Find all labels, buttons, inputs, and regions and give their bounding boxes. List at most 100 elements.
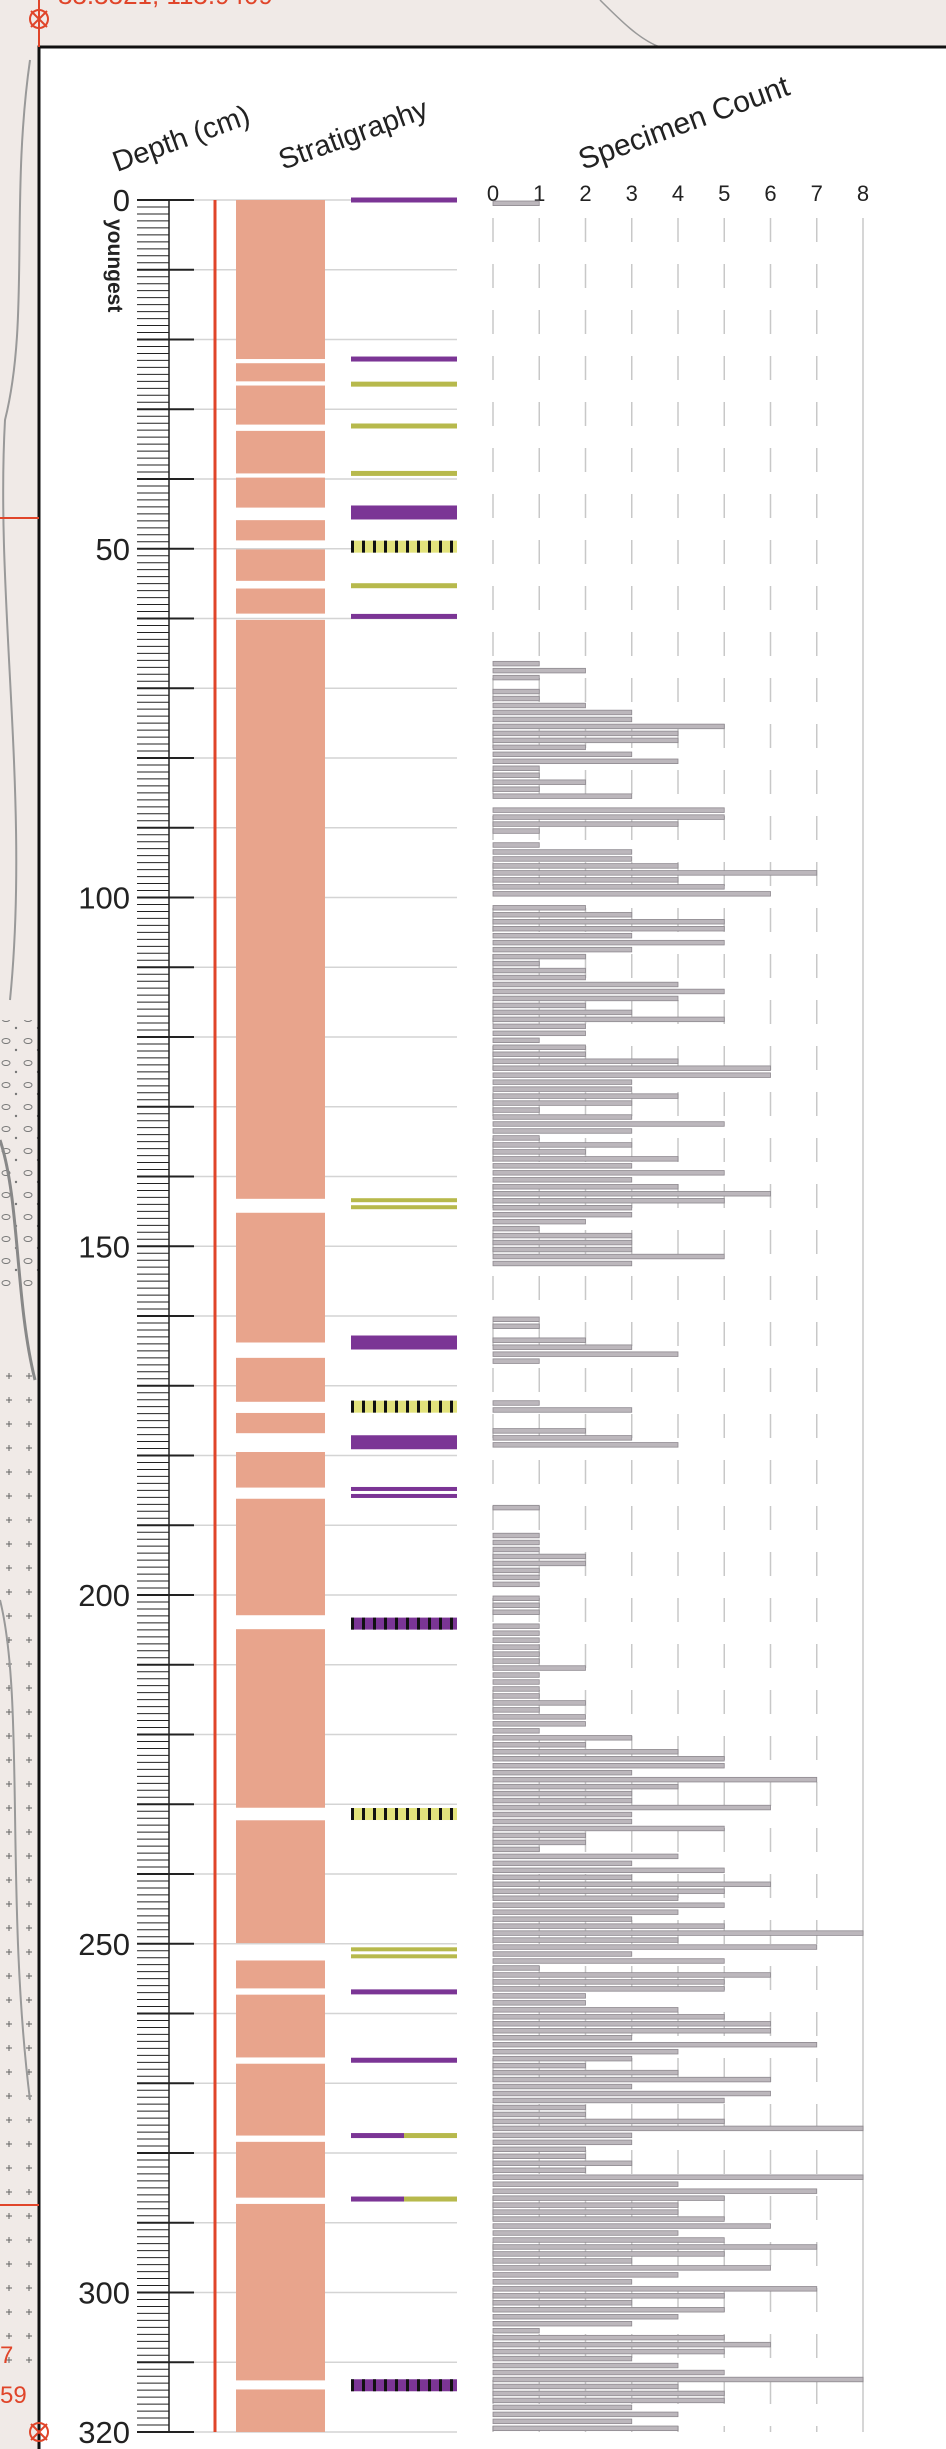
marker (351, 1435, 457, 1450)
stratum (236, 1412, 325, 1434)
count-bar (492, 2355, 633, 2362)
marker-part (351, 2196, 404, 2202)
count-bar (492, 1672, 540, 1678)
marker-part (351, 1486, 457, 1491)
count-bar (492, 2118, 725, 2125)
count-bar (492, 2048, 679, 2055)
count-bar (492, 2251, 725, 2257)
y-tick-label: 250 (78, 1927, 130, 1962)
count-bar (492, 2341, 771, 2348)
marker (351, 1335, 457, 1350)
count-bar (492, 1965, 540, 1971)
marker (351, 2133, 457, 2139)
count-bar (492, 884, 725, 890)
count-bar (492, 1874, 633, 1880)
count-bar (492, 1030, 586, 1037)
count-bar (492, 1051, 586, 1057)
count-bar (492, 919, 725, 925)
count-bar (492, 2000, 586, 2006)
count-bar (492, 1853, 679, 1860)
count-bar (492, 1909, 679, 1915)
marker-part (351, 583, 457, 589)
x-tick-label: 1 (533, 181, 545, 206)
count-bar (492, 2425, 679, 2432)
marker (351, 1617, 457, 1630)
stratum (236, 588, 325, 614)
count-bar (492, 1707, 540, 1713)
marker-part (351, 470, 457, 476)
marker (351, 197, 457, 203)
y-tick-label: 0 (113, 183, 130, 218)
marker (351, 505, 457, 520)
count-bar (492, 1072, 771, 1078)
marker (351, 470, 457, 476)
count-bar (492, 2300, 633, 2306)
count-bar (492, 1351, 679, 1357)
marker-part (404, 2196, 457, 2202)
count-bar (492, 2021, 771, 2027)
count-bar (492, 1881, 771, 1887)
depth-note: youngest (103, 219, 126, 312)
stratum (236, 1452, 325, 1488)
count-bar (492, 1700, 586, 1706)
count-bar (492, 1916, 633, 1922)
count-bar (492, 1337, 586, 1343)
count-bar (492, 1211, 633, 1218)
count-bar (492, 2132, 633, 2139)
stratum (236, 1357, 325, 1402)
marker (351, 1198, 457, 1210)
count-bar (492, 1602, 540, 1608)
marker-part (351, 1198, 457, 1203)
x-tick-label: 2 (579, 181, 591, 206)
count-bar (492, 1888, 725, 1894)
count-bar (492, 1769, 633, 1776)
corner-label: 59 (0, 2382, 27, 2409)
count-bar (492, 2014, 725, 2020)
count-bar (492, 2139, 633, 2146)
count-bar (492, 2320, 633, 2327)
count-bar (492, 1239, 633, 1246)
count-bar (492, 1205, 633, 1211)
count-bar (492, 2146, 586, 2153)
x-tick-label: 8 (857, 181, 869, 206)
count-bar (492, 2230, 679, 2236)
count-bar (492, 1407, 633, 1413)
count-bar (492, 2195, 725, 2201)
count-bar (492, 1567, 540, 1574)
count-bar (492, 2223, 771, 2229)
count-bar (492, 709, 633, 716)
count-bar (492, 2076, 771, 2083)
count-bar (492, 1121, 725, 1127)
count-bar (492, 1958, 725, 1964)
marker-part (351, 381, 457, 387)
x-tick-label: 3 (626, 181, 638, 206)
count-bar (492, 1135, 540, 1141)
marker-part (351, 2133, 404, 2139)
count-bar (492, 1867, 725, 1874)
count-bar (492, 2209, 679, 2215)
count-bar (492, 2369, 725, 2376)
count-bar (492, 1065, 771, 1071)
count-bar (492, 667, 586, 674)
stratum (236, 2389, 325, 2432)
count-bar (492, 1644, 540, 1650)
marker-part (351, 1989, 457, 1995)
count-bar (492, 1749, 679, 1755)
count-bar (492, 2244, 818, 2250)
count-bar (492, 1742, 586, 1748)
count-bar (492, 1944, 818, 1950)
count-bar (492, 988, 725, 995)
marker (351, 2196, 457, 2202)
count-bar (492, 1323, 540, 1329)
count-bar (492, 1198, 725, 1204)
count-bar (492, 1630, 540, 1636)
count-bar (492, 995, 679, 1002)
count-bar (492, 814, 725, 820)
count-bar (492, 1776, 818, 1783)
x-tick-label: 0 (487, 181, 499, 206)
count-bar (492, 1023, 586, 1030)
corner-markers (0, 0, 49, 2442)
marker (351, 1400, 457, 1413)
marker (351, 1947, 457, 1959)
marker-part (351, 1205, 457, 1210)
